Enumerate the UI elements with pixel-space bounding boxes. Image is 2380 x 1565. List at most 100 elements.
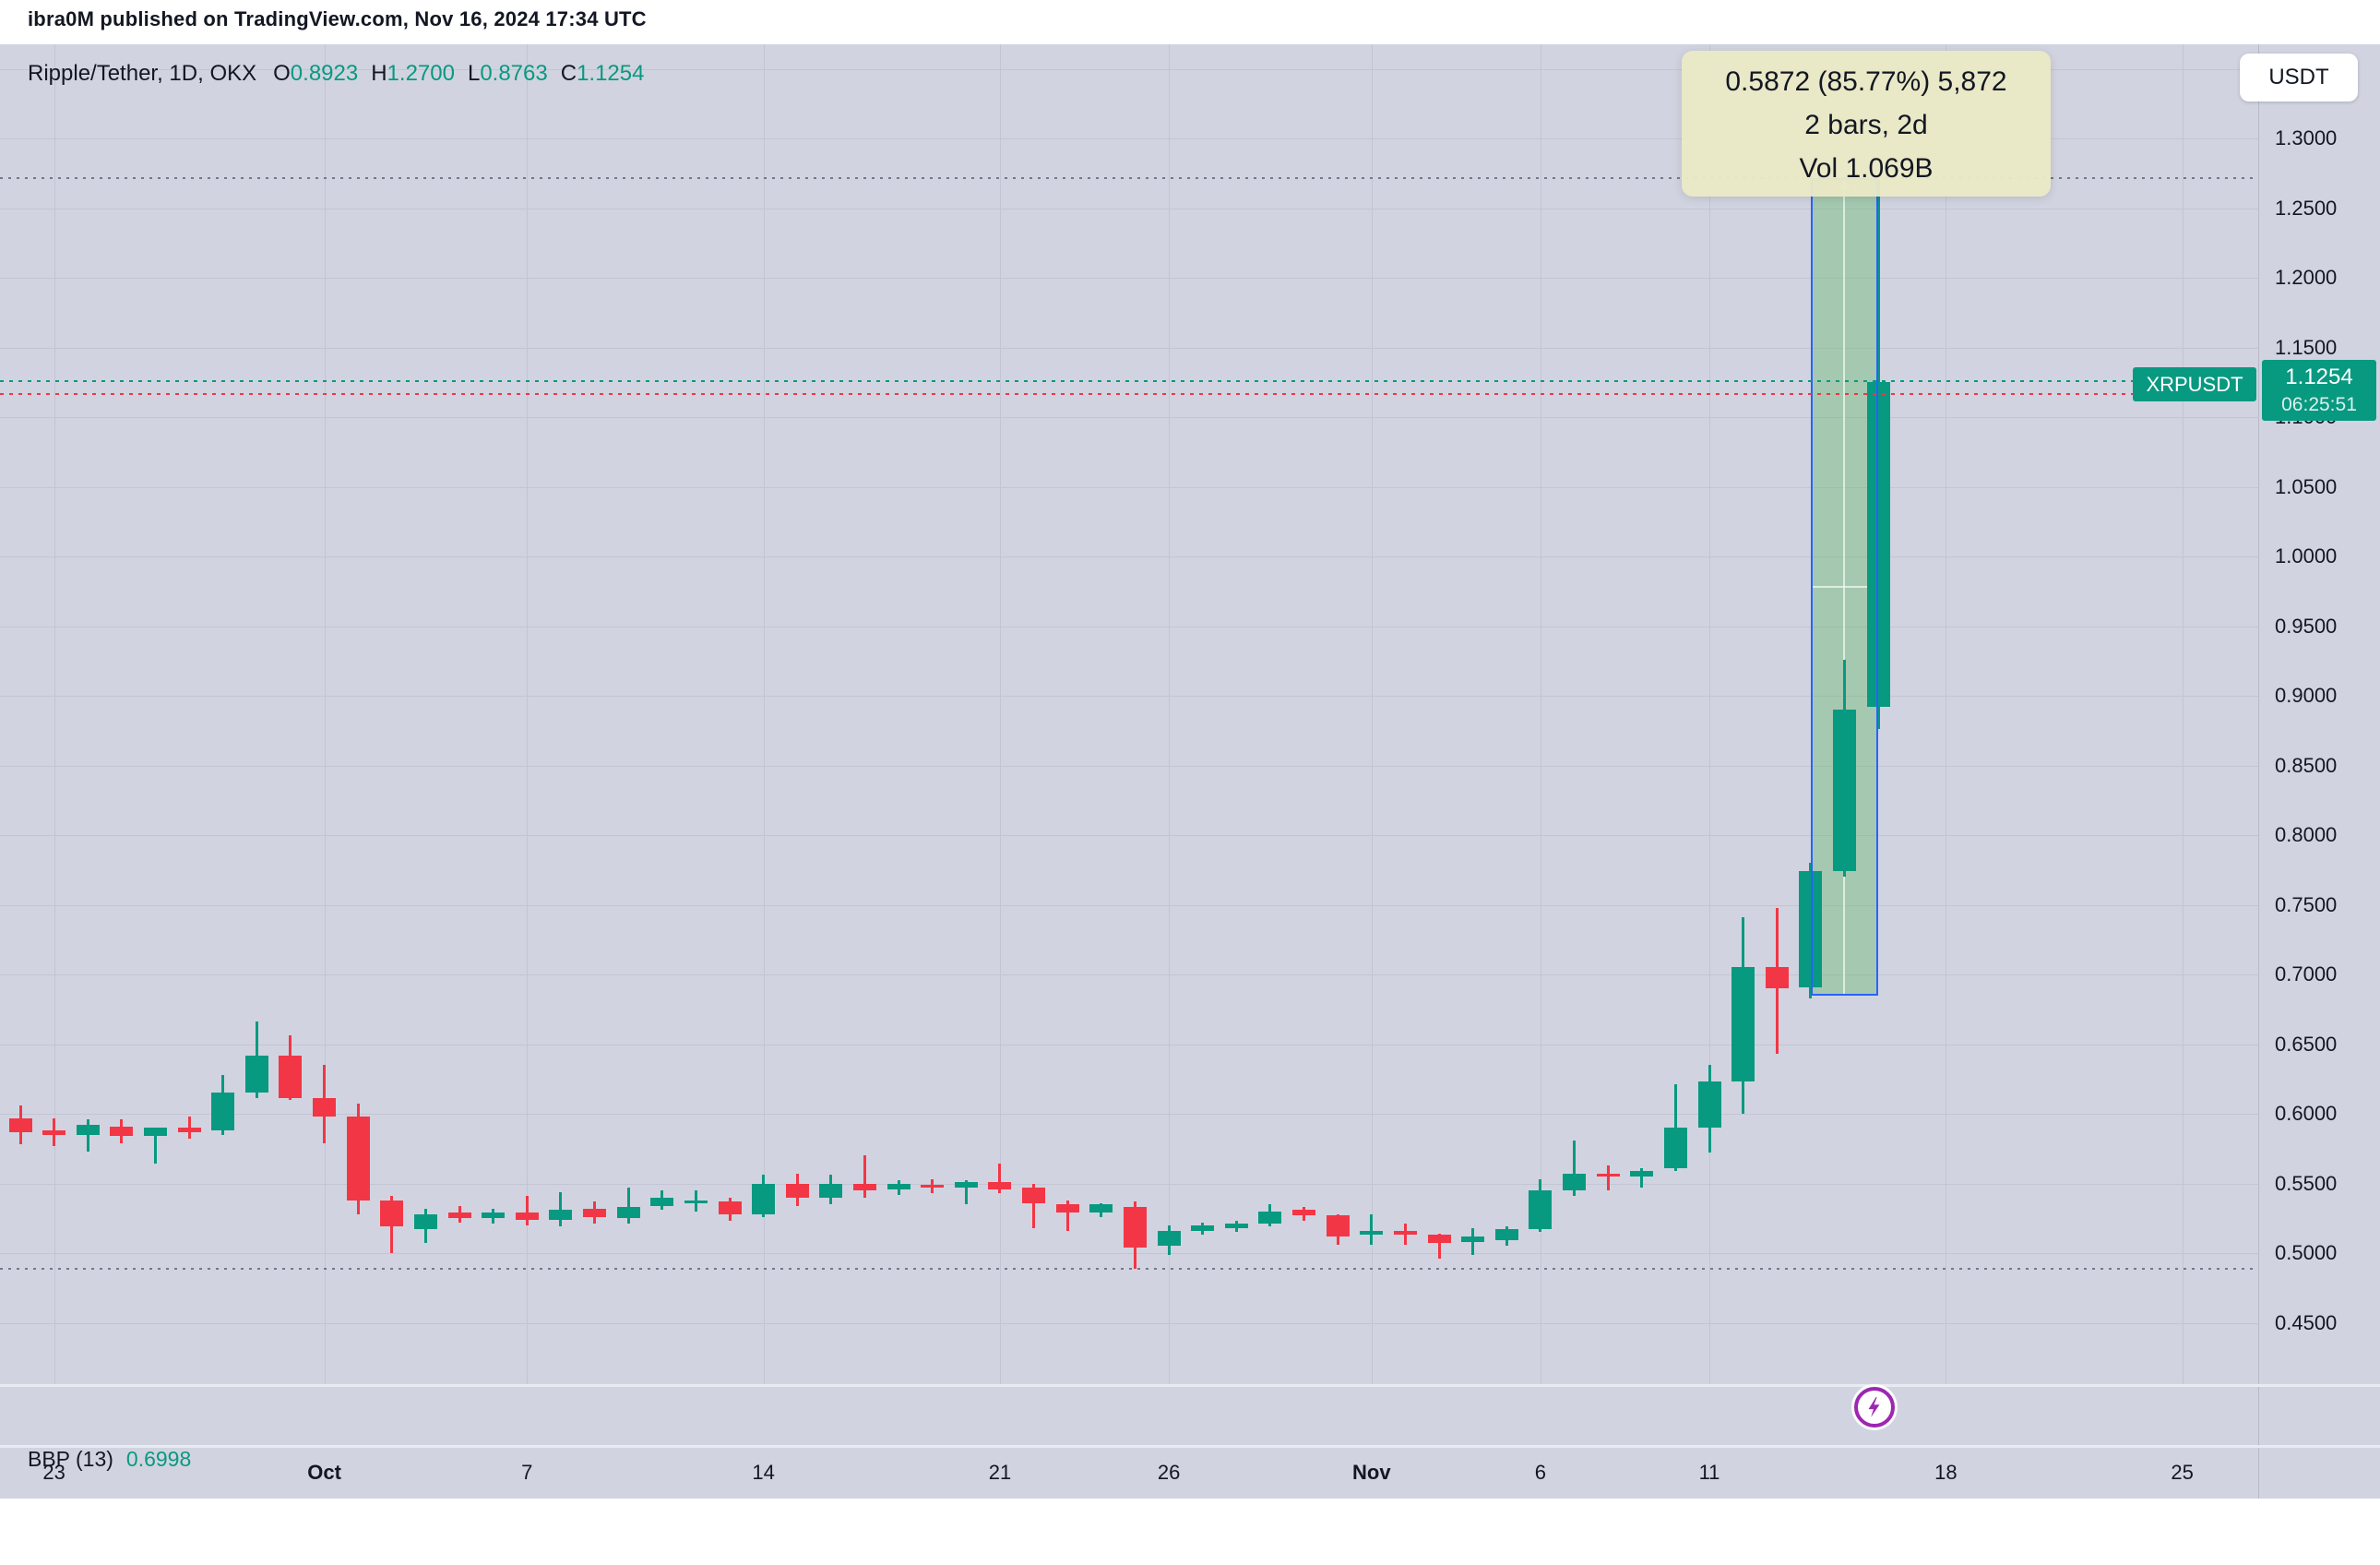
candle[interactable]: [380, 1200, 404, 1227]
candle-wick: [863, 1155, 866, 1198]
candle[interactable]: [143, 1128, 167, 1137]
candle[interactable]: [1697, 1081, 1721, 1129]
candle[interactable]: [583, 1208, 607, 1217]
price-tick: 0.9500: [2275, 614, 2338, 638]
candle[interactable]: [110, 1126, 134, 1137]
candle-wick: [964, 1180, 968, 1205]
price-tick: 1.0500: [2275, 474, 2338, 498]
candle[interactable]: [1258, 1211, 1282, 1225]
candle[interactable]: [684, 1200, 708, 1203]
dotted-price-line: [0, 176, 2258, 179]
footer: TradingView: [0, 1499, 2380, 1565]
candle[interactable]: [921, 1185, 945, 1189]
candle[interactable]: [1360, 1230, 1384, 1236]
candle[interactable]: [1224, 1224, 1248, 1228]
candle[interactable]: [1563, 1173, 1587, 1191]
candle[interactable]: [1326, 1215, 1350, 1236]
candle[interactable]: [8, 1117, 32, 1132]
candle[interactable]: [1022, 1188, 1046, 1203]
ohlc-values: O0.8923 H1.2700 L0.8763 C1.1254: [273, 61, 657, 86]
candle[interactable]: [616, 1207, 640, 1219]
candle[interactable]: [1157, 1230, 1181, 1247]
time-label: 14: [752, 1461, 775, 1484]
candle[interactable]: [413, 1213, 437, 1230]
gridline-v: [1169, 44, 1171, 1384]
candle[interactable]: [752, 1183, 776, 1214]
measure-change-line: 0.5872 (85.77%) 5,872: [1725, 66, 2007, 97]
candle[interactable]: [1596, 1173, 1620, 1177]
indicator-title[interactable]: BBP (13): [28, 1447, 113, 1471]
gridline-h: [0, 68, 2258, 70]
candle[interactable]: [42, 1130, 66, 1135]
candle[interactable]: [853, 1183, 876, 1191]
candle[interactable]: [954, 1181, 978, 1189]
candle[interactable]: [1529, 1190, 1553, 1230]
candle-wick: [1065, 1200, 1069, 1231]
candle[interactable]: [1427, 1235, 1451, 1244]
candle-wick: [626, 1188, 630, 1225]
candle[interactable]: [515, 1213, 539, 1220]
gridline-h: [0, 347, 2258, 349]
gridline-h: [0, 278, 2258, 279]
boost-button[interactable]: [1854, 1387, 1895, 1428]
candle[interactable]: [279, 1055, 303, 1099]
candle[interactable]: [76, 1125, 100, 1135]
candle-wick: [1573, 1140, 1577, 1197]
candle-wick: [1606, 1165, 1610, 1191]
time-label: 23: [42, 1461, 65, 1484]
time-label: 6: [1534, 1461, 1547, 1484]
candle[interactable]: [1461, 1236, 1485, 1242]
chart-canvas[interactable]: 1.30001.25001.20001.15001.10001.05001.00…: [0, 44, 2380, 1499]
candle-wick: [1032, 1183, 1036, 1228]
candle[interactable]: [313, 1098, 337, 1117]
price-tick: 0.7000: [2275, 962, 2338, 986]
candle[interactable]: [346, 1117, 370, 1201]
current-price-label[interactable]: 1.1254 06:25:51: [2262, 360, 2376, 421]
symbol-title[interactable]: Ripple/Tether, 1D, OKX: [28, 61, 257, 86]
candle[interactable]: [1832, 710, 1856, 872]
candle-wick: [86, 1119, 89, 1152]
candle[interactable]: [718, 1201, 742, 1214]
gridline-h: [0, 138, 2258, 139]
price-tick: 0.5500: [2275, 1171, 2338, 1195]
price-tick: 1.2500: [2275, 196, 2338, 220]
candle[interactable]: [1089, 1204, 1113, 1213]
candle[interactable]: [482, 1213, 506, 1219]
candle[interactable]: [650, 1197, 674, 1206]
candle[interactable]: [1191, 1225, 1215, 1231]
candle[interactable]: [1055, 1204, 1079, 1213]
candle[interactable]: [211, 1093, 235, 1131]
gridline-v: [324, 44, 326, 1384]
candle[interactable]: [447, 1213, 471, 1219]
candle[interactable]: [887, 1183, 910, 1189]
candle[interactable]: [785, 1183, 809, 1198]
candle[interactable]: [177, 1128, 201, 1132]
candle[interactable]: [1731, 967, 1755, 1082]
gridline-v: [763, 44, 765, 1384]
price-tick: 0.8500: [2275, 753, 2338, 777]
pane-separator-bottom[interactable]: [0, 1445, 2380, 1448]
currency-toggle-button[interactable]: USDT: [2240, 54, 2358, 102]
gridline-h: [0, 765, 2258, 767]
candle[interactable]: [1765, 967, 1789, 989]
gridline-h: [0, 1322, 2258, 1324]
price-tick: 0.8000: [2275, 823, 2338, 846]
candle[interactable]: [1866, 381, 1890, 707]
candle[interactable]: [1494, 1229, 1518, 1241]
candle[interactable]: [1123, 1207, 1147, 1248]
time-label: 11: [1698, 1461, 1720, 1484]
pane-separator-top[interactable]: [0, 1384, 2380, 1387]
candle[interactable]: [988, 1181, 1012, 1189]
time-label: Oct: [307, 1461, 341, 1484]
candle-wick: [998, 1164, 1002, 1194]
candle[interactable]: [1630, 1170, 1654, 1177]
candle[interactable]: [549, 1210, 573, 1220]
candle[interactable]: [1663, 1128, 1687, 1168]
candle[interactable]: [1292, 1210, 1316, 1216]
measure-range-border[interactable]: [1810, 177, 1879, 997]
candle[interactable]: [244, 1055, 268, 1093]
candle[interactable]: [1393, 1230, 1417, 1236]
candle[interactable]: [819, 1183, 843, 1198]
gridline-h: [0, 556, 2258, 557]
gridline-v: [1709, 44, 1710, 1384]
